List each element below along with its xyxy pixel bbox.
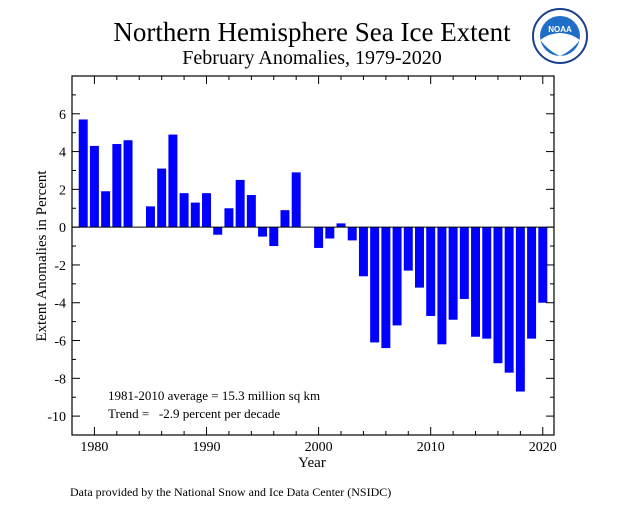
x-tick-label: 1990 [193,440,221,455]
y-tick-label: -4 [54,297,66,312]
bar-1983 [123,140,133,228]
bar-1991 [213,227,223,235]
bar-1996 [269,227,279,247]
noaa-logo: NOAA [532,8,588,64]
bar-2013 [459,227,469,299]
bar-2009 [415,227,424,288]
bar-1986 [157,168,167,228]
bar-1979 [78,119,88,228]
bar-1997 [280,210,290,228]
chart-title: Northern Hemisphere Sea Ice Extent [113,17,511,47]
bar-2001 [325,227,335,239]
bar-1993 [235,179,245,228]
bar-1985 [145,206,155,228]
bar-2006 [381,227,391,349]
bar-1989 [190,202,200,228]
x-tick-label: 1980 [80,440,108,455]
bar-2008 [403,227,413,271]
y-axis-label: Extent Anomalies in Percent [34,170,50,342]
bar-1990 [202,193,211,228]
y-tick-label: 4 [59,146,66,161]
y-tick-label: 6 [59,108,66,123]
bar-2007 [392,227,402,326]
y-tick-label: -2 [54,259,66,274]
bar-1988 [179,193,189,228]
bar-2012 [448,227,458,320]
bar-1995 [258,227,268,237]
y-tick-label: -6 [54,335,66,350]
bar-2002 [336,223,346,228]
bar-1987 [168,134,178,228]
bar-2016 [493,227,503,364]
bar-1994 [246,195,256,228]
y-tick-label: 2 [59,183,66,198]
bar-2000 [314,227,324,248]
data-credit: Data provided by the National Snow and I… [70,485,391,499]
plot-frame [71,75,555,436]
trend-annotation: Trend = -2.9 percent per decade [108,406,280,421]
bar-2011 [437,227,447,345]
bar-1982 [112,144,122,228]
y-tick-label: -10 [47,410,66,425]
x-axis-label: Year [298,455,326,471]
bar-2003 [347,227,357,241]
bar-1981 [101,191,111,228]
bar-1992 [224,208,234,228]
bar-2017 [504,227,514,373]
bar-2015 [482,227,492,339]
chart-subtitle: February Anomalies, 1979-2020 [182,47,441,69]
logo-text: NOAA [548,25,572,34]
y-tick-label: -8 [54,372,66,387]
average-annotation: 1981-2010 average = 15.3 million sq km [108,388,320,403]
bar-2020 [538,227,548,303]
bar-2019 [527,227,537,339]
x-tick-label: 2020 [529,440,557,455]
y-tick-label: 0 [59,221,66,236]
x-tick-label: 2000 [305,440,333,455]
bar-2018 [515,227,525,392]
bar-2010 [426,227,436,316]
bar-1998 [291,172,301,228]
bar-1980 [89,145,99,228]
x-tick-label: 2010 [417,440,445,455]
bar-2005 [370,227,380,343]
bar-2004 [358,227,368,277]
bar-2014 [471,227,481,337]
